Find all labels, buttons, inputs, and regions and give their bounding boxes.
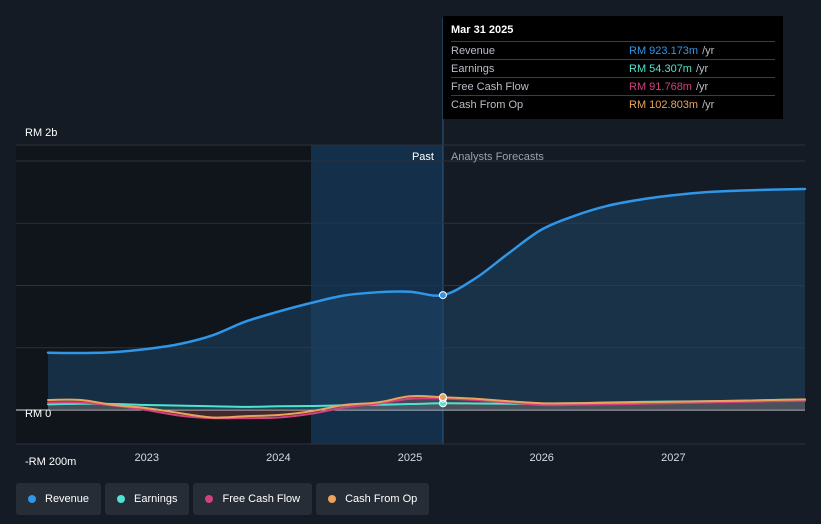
tooltip-value: RM 923.173m — [629, 44, 699, 57]
legend-item-cash-from-op[interactable]: Cash From Op — [316, 483, 430, 515]
forecast-label: Analysts Forecasts — [451, 151, 544, 163]
marker-cash-from-op — [438, 393, 447, 402]
legend-dot-icon — [117, 495, 126, 503]
series-line-revenue — [46, 187, 807, 355]
legend-label: Cash From Op — [345, 493, 418, 505]
tooltip-label: Earnings — [451, 62, 495, 75]
tooltip-value: RM 102.803m — [629, 98, 699, 111]
tooltip-row-free-cash-flow: Free Cash Flow RM 91.768m /yr — [451, 77, 775, 95]
series-line-cash-from-op — [47, 395, 806, 419]
tooltip-date: Mar 31 2025 — [451, 24, 514, 36]
legend-dot-icon — [328, 495, 337, 503]
x-tick-label: 2025 — [398, 452, 422, 464]
hover-tooltip: Mar 31 2025 Revenue RM 923.173m /yr Earn… — [443, 16, 783, 119]
chart-legend: Revenue Earnings Free Cash Flow Cash Fro… — [16, 483, 430, 515]
tooltip-unit: /yr — [702, 98, 715, 111]
revenue-area-fill — [48, 189, 805, 410]
legend-label: Revenue — [45, 493, 90, 505]
y-tick-label: RM 0 — [25, 408, 51, 420]
tooltip-row-cash-from-op: Cash From Op RM 102.803m /yr — [451, 95, 775, 113]
x-tick-label: 2024 — [266, 452, 290, 464]
legend-label: Free Cash Flow — [222, 493, 301, 505]
x-tick-label: 2023 — [134, 452, 158, 464]
tooltip-value: RM 91.768m — [629, 80, 692, 93]
legend-item-earnings[interactable]: Earnings — [105, 483, 190, 515]
tooltip-unit: /yr — [695, 80, 709, 93]
series-lines — [46, 187, 807, 420]
legend-item-revenue[interactable]: Revenue — [16, 483, 102, 515]
series-area-free-cash-flow — [48, 398, 805, 419]
legend-dot-icon — [28, 495, 36, 503]
axis-labels: RM 2b RM 0 -RM 200m 2023 2024 2025 2026 2027 Pas… — [25, 127, 686, 468]
tooltip-unit: /yr — [702, 44, 715, 57]
y-tick-label: RM 2b — [25, 127, 57, 139]
tooltip-row-earnings: Earnings RM 54.307m /yr — [451, 59, 775, 77]
marker-revenue — [438, 291, 447, 300]
legend-item-free-cash-flow[interactable]: Free Cash Flow — [193, 483, 313, 515]
tooltip-markers — [438, 291, 447, 408]
tooltip-unit: /yr — [695, 62, 709, 75]
x-tick-label: 2026 — [529, 452, 553, 464]
tooltip-label: Free Cash Flow — [451, 80, 529, 93]
tooltip-value: RM 54.307m — [629, 62, 692, 75]
series-line-free-cash-flow — [47, 397, 806, 420]
legend-label: Earnings — [134, 493, 178, 505]
legend-dot-icon — [205, 495, 214, 503]
tooltip-row-revenue: Revenue RM 923.173m /yr — [451, 41, 775, 59]
y-tick-label: -RM 200m — [25, 456, 76, 468]
x-tick-label: 2027 — [661, 452, 685, 464]
tooltip-label: Cash From Op — [451, 98, 524, 111]
series-area-cash-from-op — [48, 396, 805, 418]
past-label: Past — [412, 151, 434, 163]
tooltip-label: Revenue — [451, 44, 496, 57]
